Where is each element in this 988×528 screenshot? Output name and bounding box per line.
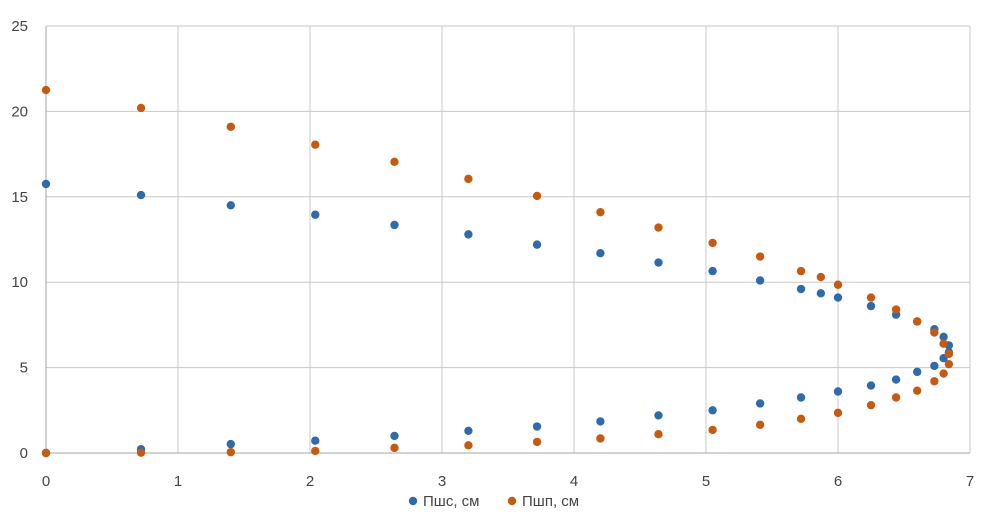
data-point-series-2 (866, 400, 876, 410)
data-point-series-1 (913, 367, 922, 377)
data-point-series-1 (930, 361, 939, 371)
data-point-series-2 (311, 446, 320, 456)
data-point-series-2 (464, 174, 473, 184)
x-tick-label: 5 (702, 473, 710, 490)
data-point-series-2 (654, 430, 663, 439)
legend: Пшс, см Пшп, см (408, 493, 579, 510)
data-point-series-1 (136, 190, 146, 200)
data-point-series-2 (930, 328, 939, 337)
y-tick-label: 10 (11, 274, 28, 291)
data-point-series-1 (891, 375, 901, 384)
data-point-series-1 (464, 426, 473, 435)
data-point-series-1 (596, 417, 605, 426)
x-tick-label: 1 (174, 473, 182, 490)
data-point-series-2 (596, 434, 605, 443)
data-point-series-2 (930, 377, 939, 386)
data-point-series-1 (654, 258, 663, 267)
data-point-series-1 (755, 399, 765, 408)
data-point-series-2 (708, 425, 717, 435)
data-point-series-2 (464, 441, 473, 450)
data-point-series-2 (755, 420, 765, 430)
data-point-series-1 (654, 411, 663, 420)
data-point-series-2 (136, 103, 146, 113)
data-point-series-2 (226, 447, 235, 457)
data-point-series-1 (390, 220, 399, 230)
data-point-series-1 (311, 436, 320, 445)
x-tick-label: 2 (306, 473, 314, 490)
x-tick-label: 6 (834, 473, 842, 490)
data-point-series-2 (532, 437, 542, 447)
data-point-series-2 (944, 359, 954, 369)
data-point-series-2 (944, 349, 954, 359)
data-point-series-1 (939, 332, 948, 342)
data-point-series-1 (796, 393, 806, 402)
data-points (41, 85, 954, 458)
data-point-series-2 (939, 339, 948, 348)
y-axis-tick-labels: 0 5 10 15 20 25 (11, 18, 28, 462)
data-point-series-2 (891, 305, 901, 314)
data-point-series-1 (866, 381, 876, 390)
data-point-series-2 (913, 386, 922, 395)
data-point-series-1 (532, 422, 542, 431)
data-point-series-2 (755, 252, 765, 261)
data-point-series-2 (226, 122, 235, 131)
y-tick-label: 5 (20, 360, 28, 377)
data-point-series-1 (596, 248, 605, 258)
data-point-series-2 (833, 408, 843, 418)
x-tick-label: 7 (966, 473, 974, 490)
data-point-series-2 (891, 393, 901, 402)
data-point-series-2 (913, 317, 922, 326)
data-point-series-2 (311, 140, 320, 149)
data-point-series-2 (41, 85, 51, 95)
data-point-series-1 (708, 266, 717, 276)
data-point-series-1 (816, 289, 826, 298)
legend-marker-series-2 (507, 496, 517, 506)
data-point-series-1 (464, 230, 473, 239)
data-point-series-2 (833, 280, 843, 289)
data-point-series-2 (654, 223, 663, 232)
axis-layer (45, 26, 970, 454)
data-point-series-1 (226, 439, 235, 449)
data-point-series-2 (708, 238, 717, 248)
data-point-series-1 (41, 179, 51, 189)
data-point-series-2 (796, 266, 806, 276)
data-point-series-2 (390, 443, 399, 453)
data-point-series-2 (532, 191, 542, 201)
legend-marker-series-1 (408, 496, 418, 506)
data-point-series-1 (708, 406, 717, 415)
data-point-series-2 (866, 293, 876, 302)
data-point-series-2 (136, 448, 146, 457)
data-point-series-1 (311, 210, 320, 219)
x-tick-label: 3 (438, 473, 446, 490)
legend-label-series-2: Пшп, см (522, 493, 579, 510)
data-point-series-1 (755, 276, 765, 285)
grid-layer (46, 25, 971, 453)
legend-label-series-1: Пшс, см (423, 493, 479, 510)
data-point-series-1 (833, 387, 843, 396)
y-tick-label: 0 (20, 445, 28, 462)
x-tick-label: 0 (42, 473, 50, 490)
data-point-series-2 (816, 272, 826, 282)
data-point-series-2 (596, 207, 605, 217)
data-point-series-1 (532, 240, 542, 249)
data-point-series-1 (796, 284, 806, 294)
data-point-series-2 (939, 369, 948, 378)
data-point-series-1 (866, 301, 876, 311)
data-point-series-1 (390, 431, 399, 441)
data-point-series-2 (390, 157, 399, 166)
data-point-series-2 (796, 414, 806, 424)
x-axis-tick-labels: 0 1 2 3 4 5 6 7 (42, 473, 974, 490)
data-point-series-1 (226, 201, 235, 210)
y-tick-label: 15 (11, 189, 28, 206)
y-tick-label: 20 (11, 103, 28, 120)
x-tick-label: 4 (570, 473, 578, 490)
y-tick-label: 25 (11, 18, 28, 35)
data-point-series-2 (41, 448, 51, 458)
data-point-series-1 (833, 293, 843, 302)
